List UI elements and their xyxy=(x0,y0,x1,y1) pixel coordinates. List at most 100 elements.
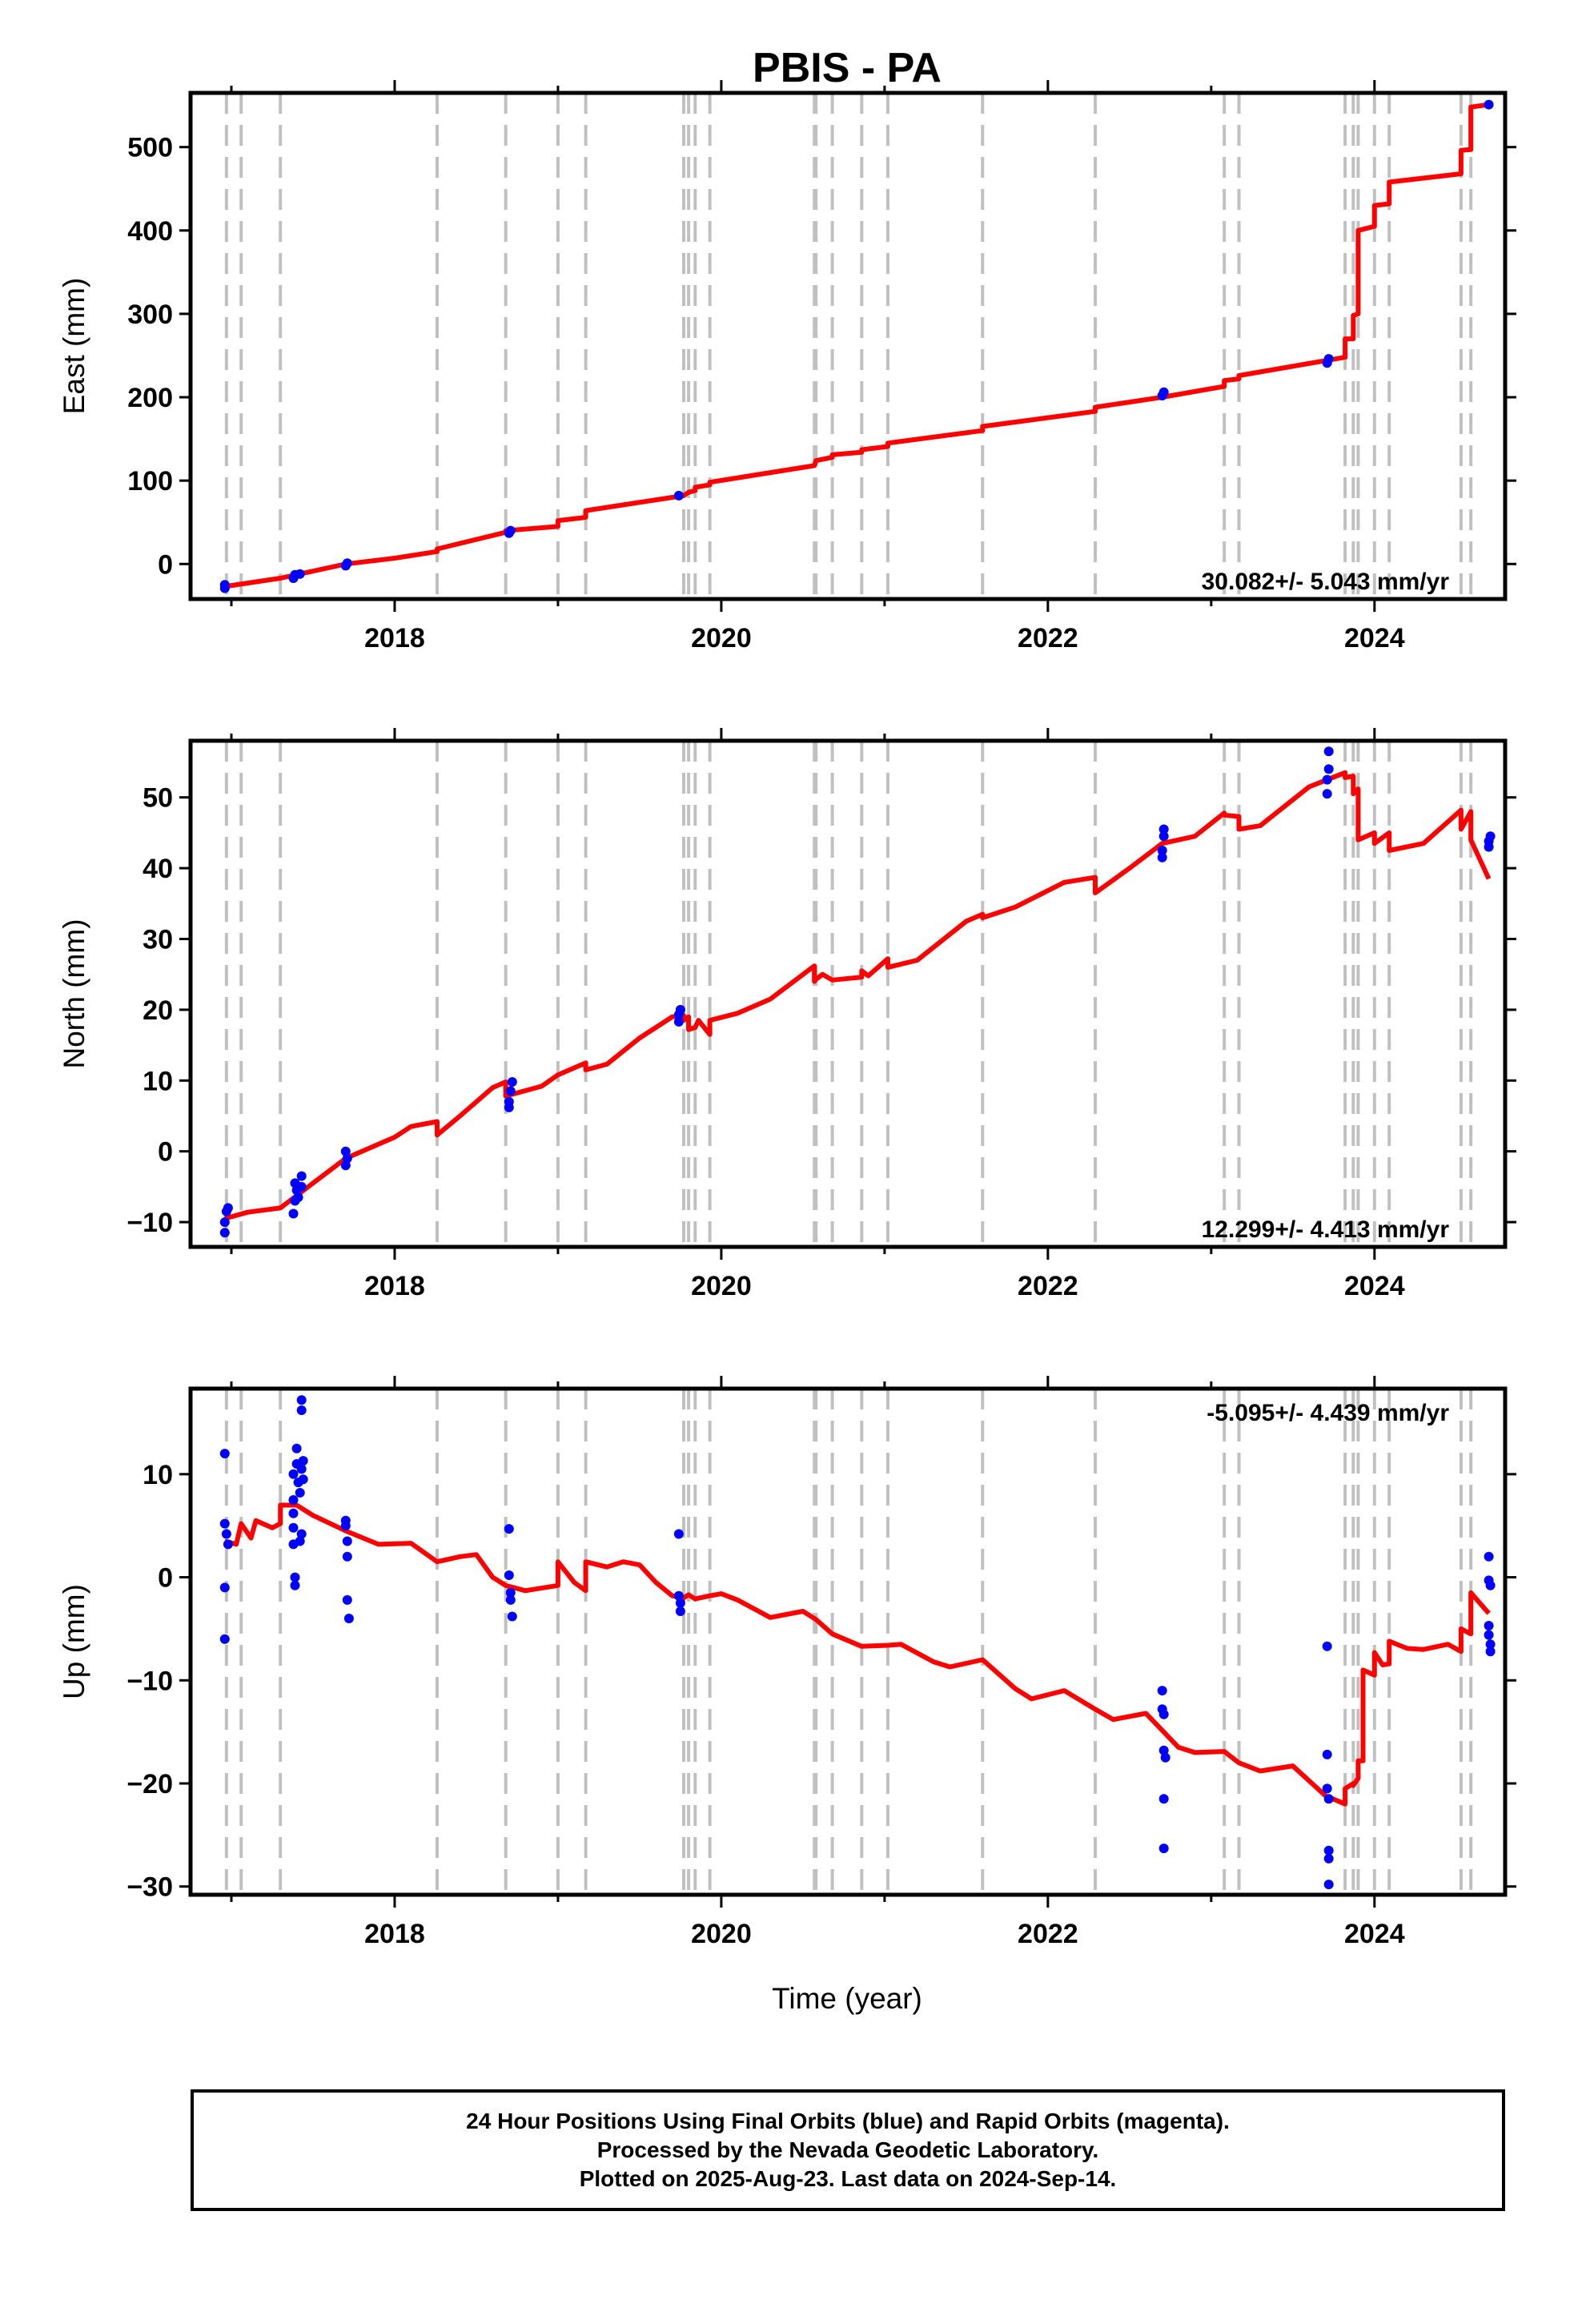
up-data-point xyxy=(295,1536,305,1546)
north-data-point xyxy=(223,1203,233,1213)
up-data-point xyxy=(1322,1641,1332,1651)
up-data-point xyxy=(296,1405,307,1415)
east-frame xyxy=(188,90,1508,601)
east-y-axis-label: East (mm) xyxy=(58,278,90,415)
north-data-point xyxy=(288,1208,299,1219)
north-y-tick-label: −10 xyxy=(126,1208,173,1238)
north-data-point xyxy=(1322,789,1332,799)
up-data-point xyxy=(343,1614,354,1623)
x-axis-label: Time (year) xyxy=(772,1982,922,2015)
north-x-tick-label: 2024 xyxy=(1344,1271,1405,1301)
up-data-point xyxy=(342,1594,352,1605)
north-x-tick-label: 2018 xyxy=(364,1271,425,1301)
up-data-point xyxy=(1484,1621,1494,1630)
east-x-tick-label: 2024 xyxy=(1344,623,1405,653)
up-y-tick-label: −30 xyxy=(126,1872,173,1903)
up-data-point xyxy=(1158,1794,1169,1804)
east-x-tick-label: 2022 xyxy=(1018,623,1078,653)
up-data-point xyxy=(342,1551,352,1562)
up-data-point xyxy=(675,1606,685,1616)
up-data-point xyxy=(673,1529,684,1539)
up-x-tick-label: 2020 xyxy=(691,1919,752,1949)
up-data-point xyxy=(298,1474,308,1485)
north-data-point xyxy=(293,1192,303,1203)
north-data-point xyxy=(1485,831,1496,842)
north-y-axis-label: North (mm) xyxy=(58,919,90,1068)
up-data-point xyxy=(505,1587,516,1598)
caption-box: 24 Hour Positions Using Final Orbits (bl… xyxy=(191,2089,1505,2211)
up-panel: 2018 2020 2022 2024 −30 −20 −10 0 10 Up (mm) -5.09… xyxy=(58,1376,1516,1949)
east-y-tick-label: 200 xyxy=(127,383,173,413)
north-y-tick-label: 0 xyxy=(158,1137,173,1168)
up-data-point xyxy=(288,1495,299,1505)
north-y-tick-label: 30 xyxy=(143,924,173,955)
up-data-point xyxy=(1158,1844,1169,1854)
up-data-point xyxy=(296,1395,307,1405)
north-data-point xyxy=(1323,746,1334,757)
up-data-point xyxy=(1485,1580,1496,1590)
up-data-point xyxy=(1485,1647,1496,1657)
up-x-tick-label: 2022 xyxy=(1018,1919,1078,1949)
east-x-tick-label: 2020 xyxy=(691,623,752,653)
up-data-point xyxy=(1323,1845,1334,1856)
up-data-point xyxy=(291,1443,302,1454)
north-data-point xyxy=(1157,846,1167,855)
north-data-point xyxy=(675,1004,685,1015)
north-y-tick-label: 10 xyxy=(143,1066,173,1096)
up-data-point xyxy=(1158,1709,1169,1719)
up-data-point xyxy=(1157,1686,1167,1696)
up-y-tick-label: −10 xyxy=(126,1666,173,1696)
up-data-point xyxy=(342,1536,352,1546)
up-data-point xyxy=(288,1508,299,1518)
east-data-point xyxy=(1158,387,1169,397)
up-data-point xyxy=(290,1580,300,1590)
up-data-point xyxy=(219,1582,230,1593)
up-data-point xyxy=(504,1570,514,1580)
up-data-point xyxy=(288,1469,299,1479)
east-rate-label: 30.082+/- 5.043 mm/yr xyxy=(1202,569,1450,595)
north-x-tick-label: 2022 xyxy=(1018,1271,1078,1301)
caption-line: Processed by the Nevada Geodetic Laborat… xyxy=(596,2137,1099,2162)
up-data-point xyxy=(1323,1880,1334,1890)
up-y-tick-label: 10 xyxy=(143,1460,173,1490)
east-y-tick-label: 0 xyxy=(158,549,173,580)
up-data-point xyxy=(1322,1749,1332,1759)
east-y-tick-label: 400 xyxy=(127,216,173,247)
north-data-point xyxy=(505,1086,516,1096)
east-data-point xyxy=(219,580,230,590)
east-data-point xyxy=(673,490,684,501)
up-y-tick-label: −20 xyxy=(126,1769,173,1799)
east-y-tick-label: 300 xyxy=(127,300,173,330)
up-data-point xyxy=(507,1611,517,1622)
up-x-tick-label: 2024 xyxy=(1344,1919,1405,1949)
north-data-point xyxy=(1322,774,1332,785)
up-data-point xyxy=(1323,1853,1334,1864)
caption-line: Plotted on 2025-Aug-23. Last data on 202… xyxy=(579,2166,1117,2191)
up-data-point xyxy=(1322,1783,1332,1794)
north-y-tick-label: 20 xyxy=(143,995,173,1026)
up-data-point xyxy=(221,1529,231,1539)
east-y-tick-label: 500 xyxy=(127,133,173,163)
up-data-point xyxy=(219,1634,230,1644)
north-model-line xyxy=(224,770,1492,1221)
up-y-axis-label: Up (mm) xyxy=(58,1584,90,1699)
north-data-point xyxy=(673,1016,684,1027)
up-data-point xyxy=(504,1524,514,1534)
up-data-point xyxy=(1484,1551,1494,1562)
north-data-point xyxy=(219,1228,230,1238)
up-model-line xyxy=(224,1502,1491,1807)
up-data-point xyxy=(1323,1794,1334,1804)
up-data-point xyxy=(296,1529,307,1539)
north-data-point xyxy=(296,1171,307,1181)
north-rate-label: 12.299+/- 4.413 mm/yr xyxy=(1202,1216,1450,1243)
up-data-point xyxy=(288,1522,299,1533)
north-data-point xyxy=(342,1153,352,1164)
chart-title: PBIS - PA xyxy=(753,45,942,91)
east-x-tick-label: 2018 xyxy=(364,623,425,653)
up-y-tick-label: 0 xyxy=(158,1563,173,1594)
north-data-point xyxy=(1323,764,1334,774)
up-data-point xyxy=(1158,1745,1169,1755)
up-rate-label: -5.095+/- 4.439 mm/yr xyxy=(1207,1400,1449,1426)
up-data-point xyxy=(1484,1630,1494,1640)
